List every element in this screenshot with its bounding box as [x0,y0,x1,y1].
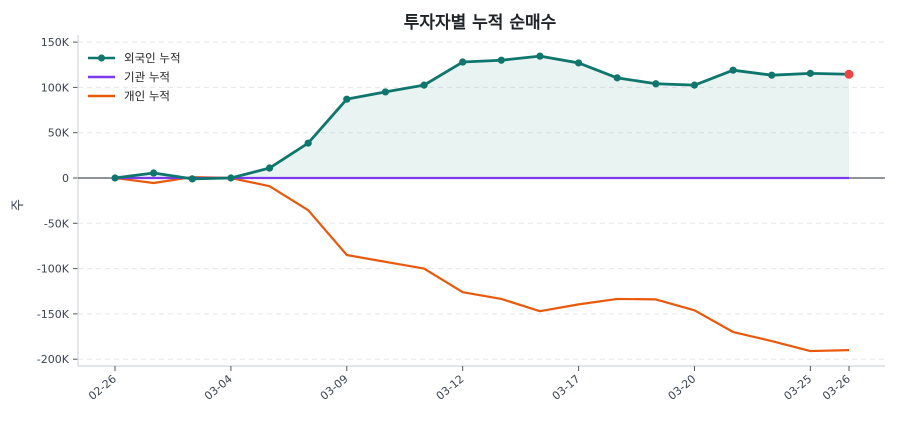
y-tick-label: -50K [44,217,70,230]
data-point [613,74,621,82]
legend-marker [98,54,105,62]
data-point [227,174,235,182]
data-point [343,95,351,103]
y-tick-label: 150K [41,36,70,49]
data-point [150,169,158,177]
y-tick-label: 0 [62,172,69,185]
y-tick-label: 100K [41,81,70,94]
data-point [304,139,312,147]
series-line [114,54,850,181]
y-tick-label: -150K [37,308,70,321]
plot-area [78,52,885,353]
data-point [188,175,196,183]
x-tick-label: 03-26 [820,372,853,403]
x-tick-label: 03-25 [781,372,814,403]
data-point [459,58,467,66]
y-tick-label: -100K [37,263,70,276]
chart-title: 투자자별 누적 순매수 [404,13,557,33]
data-point [574,59,583,67]
legend-label: 기관 누적 [124,70,170,84]
x-tick-label: 03-09 [318,372,351,403]
y-axis-label: 주 [11,199,26,211]
x-tick-label: 02-26 [86,372,119,403]
y-tick-label: 50K [48,127,70,140]
x-axis: 02-26 03-04 03-09 03-12 03-17 03-20 03-25 03-26 [78,365,885,403]
data-point [265,164,274,172]
data-point [536,52,544,60]
legend-label: 개인 누적 [124,89,170,103]
legend-label: 외국인 누적 [124,51,181,65]
data-point [768,71,776,79]
y-axis: 150K 100K 50K 0 -50K -100K -150K -200K [37,35,79,366]
data-point [111,174,119,182]
y-tick-label: -200K [37,353,70,366]
foreign-area-fill [115,56,849,179]
x-tick-label: 03-20 [666,372,699,403]
data-point [381,88,390,96]
x-tick-label: 03-04 [202,372,235,403]
data-point [420,81,428,89]
data-point [729,66,737,74]
data-point [652,80,660,88]
series-line [114,175,850,353]
data-point [497,56,505,64]
last-point-highlight [844,69,854,79]
data-point [690,81,699,89]
data-point [806,69,814,77]
x-tick-label: 03-17 [550,372,583,403]
x-tick-label: 03-12 [434,372,467,403]
